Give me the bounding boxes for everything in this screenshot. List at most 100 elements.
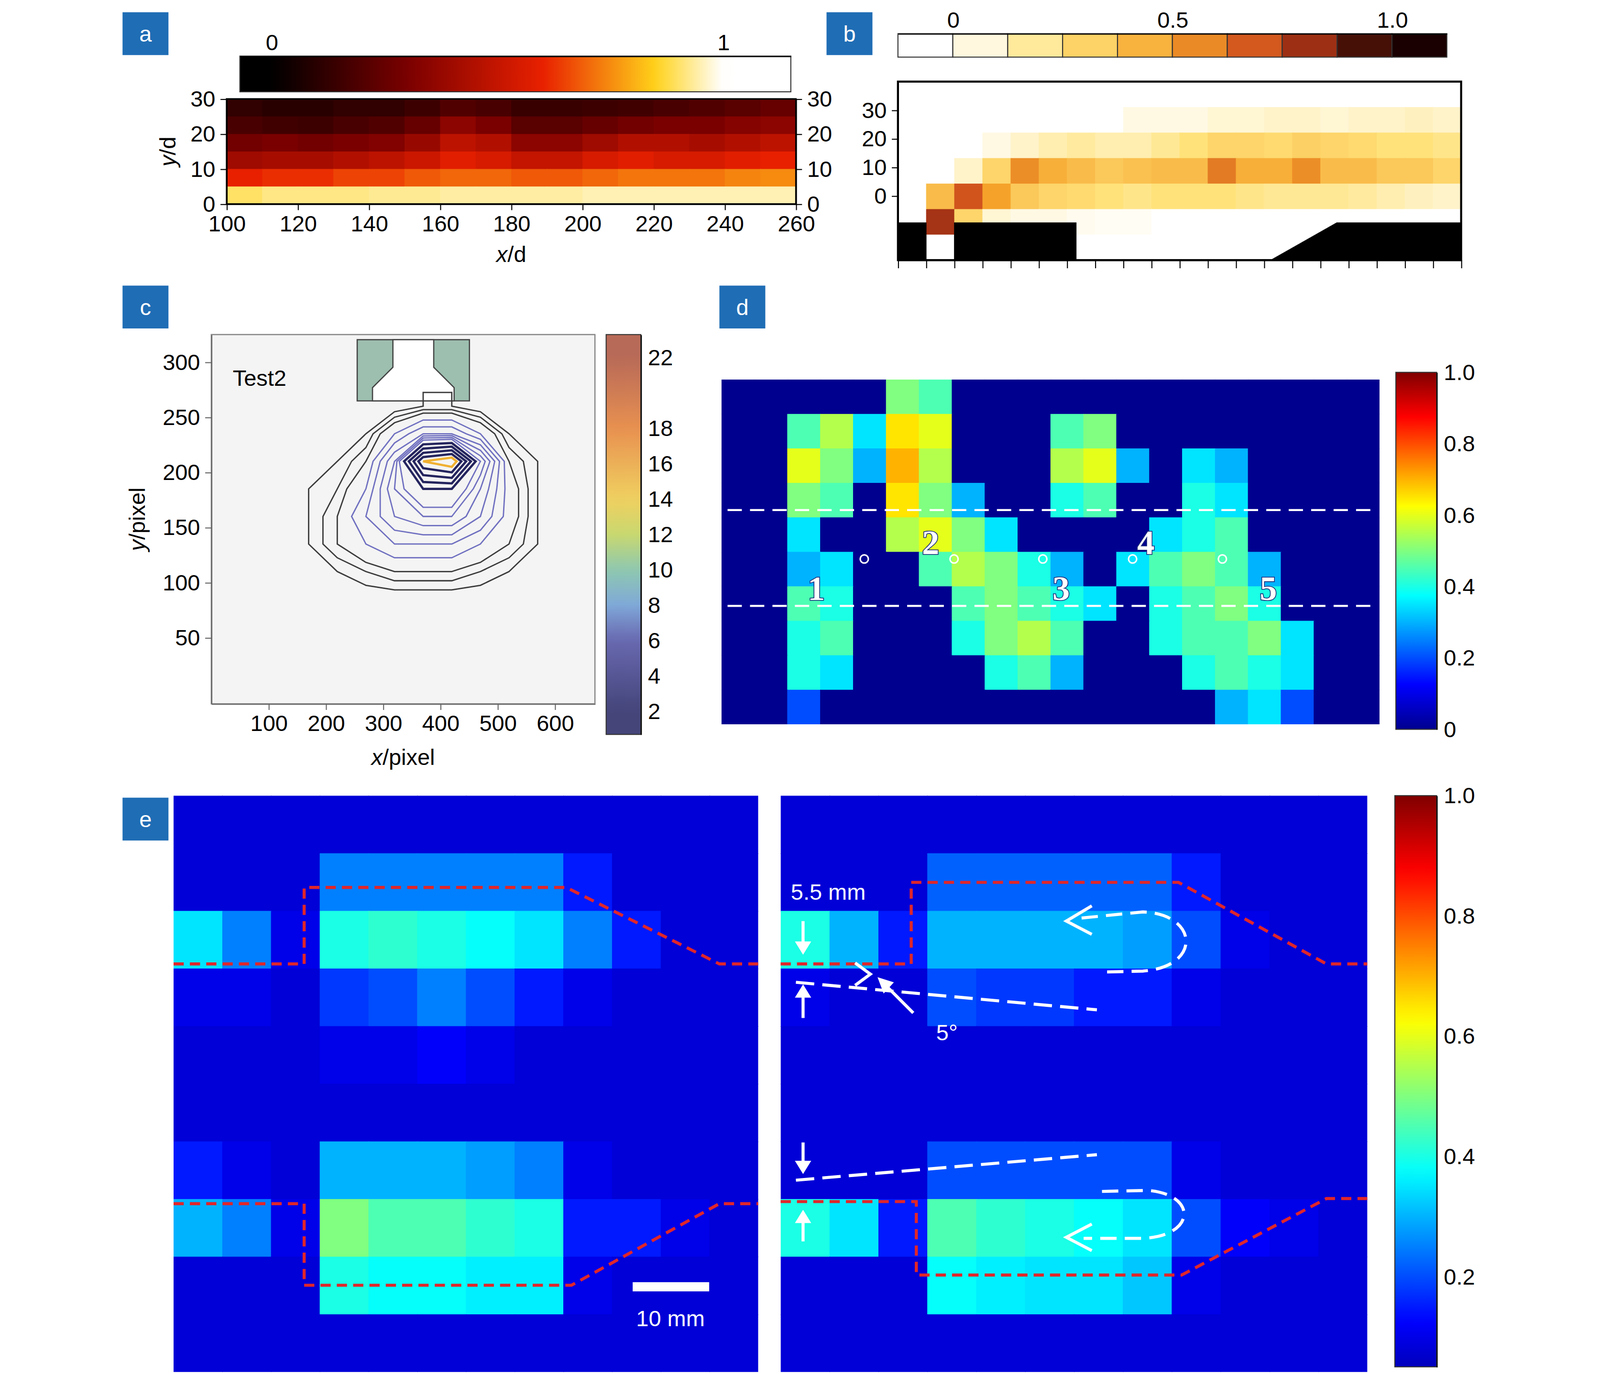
tick: 150 (162, 515, 212, 540)
heat-cell (439, 116, 477, 135)
panel-label: e (139, 807, 152, 833)
heat-cell (319, 853, 370, 912)
heat-cell (919, 448, 953, 484)
guide-line (727, 509, 1372, 512)
arrow-chevron (854, 963, 871, 986)
contour-line (365, 427, 500, 545)
tick-mark (1263, 260, 1265, 269)
heat-cell (829, 1084, 880, 1143)
tick-mark (1348, 260, 1350, 269)
heat-cell (1073, 1084, 1124, 1143)
heat-cell (475, 98, 513, 118)
heat-cell (222, 1257, 272, 1316)
tick: 0 (795, 191, 820, 217)
heat-cell (927, 1141, 977, 1201)
heat-cell (853, 551, 887, 587)
heat-cell (975, 1026, 1026, 1085)
tick-mark (325, 703, 327, 711)
heat-cell (1248, 448, 1282, 484)
heat-cell (617, 168, 655, 187)
axis-line (211, 335, 213, 705)
heat-cell (1269, 968, 1320, 1028)
heat-cell (878, 1084, 929, 1143)
heat-cell (1083, 414, 1118, 450)
heat-cell (1235, 158, 1265, 185)
contour-line (351, 420, 505, 559)
heat-cell (1182, 482, 1216, 518)
heat-cell (416, 853, 467, 912)
arrow-head (794, 984, 811, 998)
heat-cell (1248, 482, 1282, 518)
heat-cell (404, 151, 441, 170)
heat-cell (1151, 183, 1181, 210)
tick: 18 (640, 416, 673, 441)
heat-cell (709, 1084, 759, 1143)
heat-cell (951, 448, 986, 484)
axis-line (898, 82, 899, 261)
heat-cell (1292, 81, 1321, 109)
nozzle-bore (372, 339, 455, 401)
heat-cell (222, 968, 272, 1028)
heat-cell (1207, 81, 1237, 109)
heat-cell (1010, 183, 1040, 210)
heat-cell (368, 1026, 418, 1085)
tick-mark (220, 168, 227, 170)
marker-circle (1038, 555, 1047, 564)
heat-cell (926, 107, 955, 134)
heat-cell (333, 151, 370, 170)
heat-cell (689, 151, 726, 170)
tick-label: 120 (279, 211, 318, 237)
y-axis: 0102030 (861, 82, 899, 261)
heat-cell (222, 1026, 272, 1085)
tick: 20 (190, 121, 227, 147)
heat-cell (709, 853, 759, 912)
heat-cell (724, 151, 762, 170)
tick-label: 0.2 (1443, 645, 1475, 671)
panel-label: b (843, 21, 856, 47)
y-axis: 50100150200250300 (162, 335, 212, 705)
heat-cell (721, 621, 756, 657)
tick-label: 14 (647, 486, 673, 512)
heat-cell (333, 168, 370, 187)
heat-cell (660, 853, 711, 912)
heat-cell (975, 968, 1026, 1028)
heat-cell (563, 1199, 613, 1258)
heat-cell (1280, 448, 1315, 484)
heat-cell (1095, 132, 1124, 159)
heat-cell (1116, 621, 1150, 657)
heat-cell (1116, 482, 1150, 518)
heat-cell (612, 968, 662, 1028)
tick-label: 250 (162, 405, 200, 430)
heat-cell (984, 551, 1019, 587)
heat-cell (271, 1141, 321, 1201)
heat-cell (780, 795, 831, 855)
tick (1066, 260, 1068, 269)
heat-cell (853, 621, 887, 657)
heat-cell (271, 853, 321, 912)
tick-label: 4 (647, 663, 661, 689)
heat-cell (982, 132, 1011, 159)
heat-cell (1220, 968, 1271, 1028)
heat-cell (1313, 621, 1348, 657)
heat-cell (1318, 1141, 1368, 1201)
heat-cell (829, 968, 880, 1028)
tick-label: 20 (861, 126, 887, 152)
heat-cell (1073, 795, 1124, 855)
heat-cell (926, 81, 955, 109)
tick-mark (205, 361, 212, 363)
angle-arrow (885, 985, 914, 1014)
colorbar (1394, 795, 1437, 1368)
heat-cell (1313, 414, 1348, 450)
heat-cell (514, 1084, 564, 1143)
colorbar-segment (1336, 33, 1392, 57)
heat-cell (262, 133, 299, 153)
heat-cell (333, 186, 370, 205)
heat-cell (1235, 234, 1265, 261)
heat-cell (709, 1026, 759, 1085)
heat-cell (1320, 132, 1349, 159)
heat-cell (919, 482, 953, 518)
heat-cell (1073, 1314, 1124, 1373)
heat-cell (475, 186, 513, 205)
heat-cell (1320, 81, 1349, 109)
panel-label-bg (122, 12, 169, 56)
